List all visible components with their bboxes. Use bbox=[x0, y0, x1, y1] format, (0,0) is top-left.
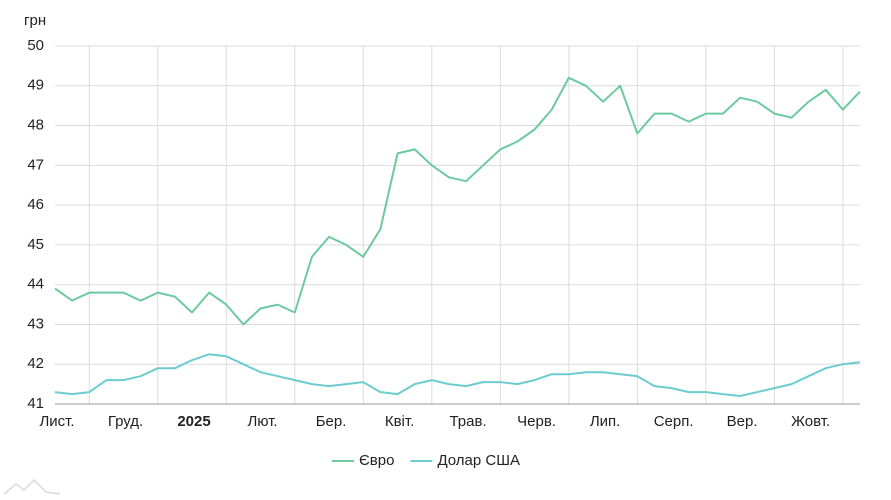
y-tick-label: 44 bbox=[27, 276, 44, 293]
logo bbox=[3, 478, 61, 495]
y-tick-label: 46 bbox=[27, 196, 44, 213]
series-line bbox=[54, 353, 861, 397]
y-tick-label: 42 bbox=[27, 355, 44, 372]
x-tick-label: Жовт. bbox=[791, 413, 830, 430]
x-tick-label: Вер. bbox=[727, 413, 758, 430]
x-tick-label: 2025 bbox=[177, 413, 210, 430]
x-tick-label: Лист. bbox=[39, 413, 74, 430]
y-tick-label: 49 bbox=[27, 77, 44, 94]
series-line bbox=[54, 76, 861, 326]
y-axis-label: грн bbox=[24, 12, 46, 29]
x-tick-label: Черв. bbox=[517, 413, 556, 430]
y-tick-label: 47 bbox=[27, 156, 44, 173]
x-tick-label: Трав. bbox=[449, 413, 486, 430]
x-tick-label: Груд. bbox=[108, 413, 143, 430]
y-tick-label: 43 bbox=[27, 315, 44, 332]
x-tick-label: Бер. bbox=[316, 413, 347, 430]
legend-label: Євро bbox=[359, 452, 394, 469]
y-tick-label: 48 bbox=[27, 117, 44, 134]
legend-label: Долар США bbox=[437, 452, 520, 469]
x-tick-label: Лют. bbox=[247, 413, 277, 430]
x-tick-label: Серп. bbox=[654, 413, 694, 430]
y-tick-label: 41 bbox=[27, 395, 44, 412]
y-tick-label: 45 bbox=[27, 236, 44, 253]
x-tick-label: Квіт. bbox=[385, 413, 414, 430]
y-tick-label: 50 bbox=[27, 37, 44, 54]
x-tick-label: Лип. bbox=[590, 413, 621, 430]
